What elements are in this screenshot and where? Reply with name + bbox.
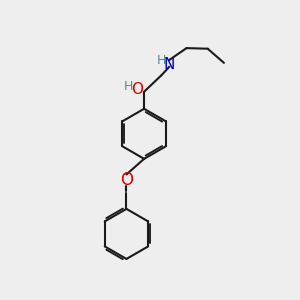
Text: O: O — [131, 82, 143, 98]
Text: N: N — [164, 57, 175, 72]
Text: H: H — [157, 54, 166, 67]
Text: O: O — [120, 171, 133, 189]
Text: H: H — [124, 80, 134, 93]
